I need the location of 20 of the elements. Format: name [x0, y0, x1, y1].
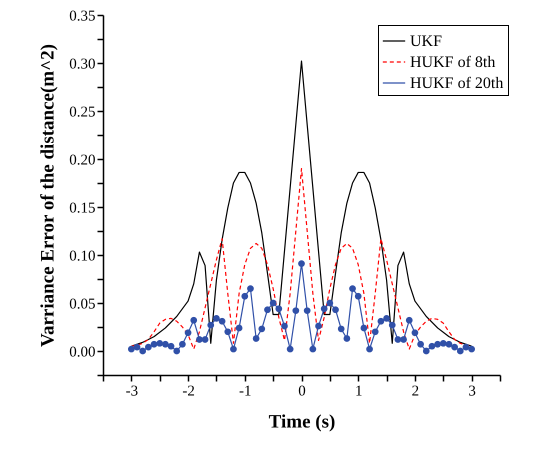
legend-label: UKF	[410, 33, 442, 50]
y-tick-label: 0.15	[69, 200, 96, 216]
x-tick-label: -2	[182, 384, 195, 400]
legend-label: HUKF of 8th	[410, 54, 496, 71]
y-tick-label: 0.35	[69, 8, 96, 24]
x-tick-label: 2	[412, 384, 420, 400]
legend-label: HUKF of 20th	[410, 75, 504, 92]
x-tick-label: 3	[468, 384, 476, 400]
y-tick-label: 0.05	[69, 296, 96, 312]
y-tick-label: 0.30	[69, 56, 96, 72]
y-axis-title: Varriance Error of the distance(m^2)	[37, 44, 58, 348]
x-tick-label: -3	[126, 384, 138, 400]
y-tick-label: 0.25	[69, 104, 96, 120]
x-axis-title: Time (s)	[268, 412, 336, 432]
x-tick-label: 0	[298, 384, 306, 400]
x-tick-label: -1	[239, 384, 252, 400]
x-tick-label: 1	[354, 384, 362, 400]
y-tick-label: 0.20	[69, 152, 96, 168]
y-tick-label: 0.00	[69, 344, 96, 360]
y-tick-label: 0.10	[69, 248, 96, 264]
